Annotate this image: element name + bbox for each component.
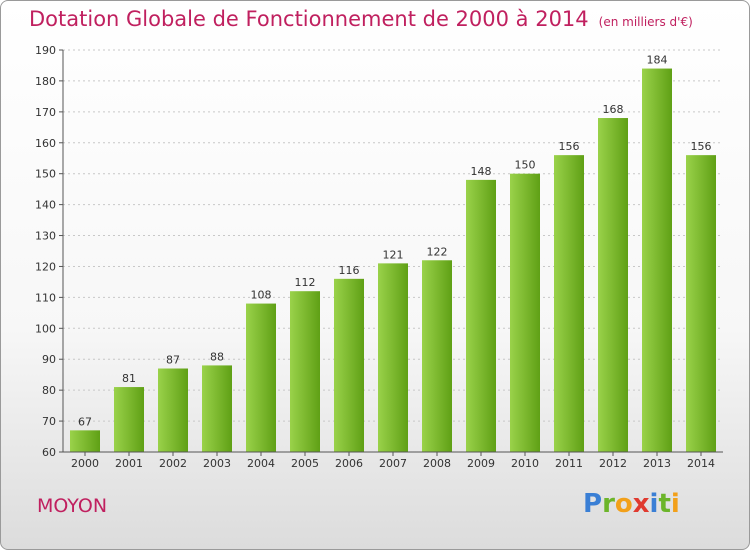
logo-letter: t <box>658 489 671 519</box>
x-tick-label-2003: 2003 <box>203 457 231 470</box>
data-label-2011: 156 <box>559 140 580 153</box>
logo-letter: i <box>649 489 659 519</box>
bar-2011 <box>554 155 584 452</box>
y-tick-label: 60 <box>42 446 56 459</box>
x-tick-label-2004: 2004 <box>247 457 275 470</box>
logo-letter: o <box>614 489 633 519</box>
y-tick-label: 120 <box>35 260 56 273</box>
logo-letter: r <box>602 489 615 519</box>
commune-name: MOYON <box>37 495 108 517</box>
labels: 60 70 80 90 100 110 120 130 140 150 160 170 180 190 67… <box>35 44 715 470</box>
bar-2005 <box>290 291 320 452</box>
y-tick-label: 150 <box>35 168 56 181</box>
data-label-2004: 108 <box>251 289 272 302</box>
x-tick-label-2007: 2007 <box>379 457 407 470</box>
bar-2006 <box>334 278 364 452</box>
bar-2013 <box>642 68 672 453</box>
y-tick-label: 190 <box>35 44 56 57</box>
bar-2000 <box>70 430 100 452</box>
data-label-2007: 121 <box>383 248 404 261</box>
data-label-2000: 67 <box>78 415 92 428</box>
x-tick-label-2001: 2001 <box>115 457 143 470</box>
x-tick-label-2010: 2010 <box>511 457 539 470</box>
y-tick-label: 140 <box>35 199 56 212</box>
y-tick-label: 90 <box>42 353 56 366</box>
x-tick-label-2012: 2012 <box>599 457 627 470</box>
chart-title: Dotation Globale de Fonctionnement de 20… <box>29 7 693 31</box>
x-tick-label-2013: 2013 <box>643 457 671 470</box>
x-tick-label-2005: 2005 <box>291 457 319 470</box>
bar-2008 <box>422 260 452 452</box>
data-label-2009: 148 <box>471 165 492 178</box>
data-label-2013: 184 <box>647 54 668 67</box>
unit-note: (en milliers d'€) <box>598 15 693 29</box>
y-tick-label: 180 <box>35 75 56 88</box>
bar-2001 <box>114 387 144 452</box>
y-tick-label: 70 <box>42 415 56 428</box>
x-tick-label-2002: 2002 <box>159 457 187 470</box>
data-label-2008: 122 <box>427 245 448 258</box>
x-tick-label-2008: 2008 <box>423 457 451 470</box>
data-label-2006: 116 <box>339 264 360 277</box>
bar-2002 <box>158 368 188 452</box>
y-tick-label: 100 <box>35 322 56 335</box>
bar-2004 <box>246 303 276 452</box>
chart-title-text: Dotation Globale de Fonctionnement de 20… <box>29 7 589 31</box>
bar-2009 <box>466 179 496 452</box>
logo-letter: i <box>670 489 680 519</box>
bar-2012 <box>598 118 628 453</box>
data-label-2005: 112 <box>295 276 316 289</box>
logo-letter: P <box>583 489 603 519</box>
data-label-2002: 87 <box>166 354 180 367</box>
y-tick-label: 160 <box>35 137 56 150</box>
bar-2007 <box>378 263 408 452</box>
y-tick-label: 110 <box>35 291 56 304</box>
logo-letter: x <box>632 489 650 519</box>
x-tick-label-2006: 2006 <box>335 457 363 470</box>
bar-2010 <box>510 173 540 452</box>
bars <box>70 68 716 453</box>
data-label-2014: 156 <box>691 140 712 153</box>
y-tick-label: 80 <box>42 384 56 397</box>
x-tick-label-2011: 2011 <box>555 457 583 470</box>
bar-2014 <box>686 155 716 452</box>
bar-2003 <box>202 365 232 452</box>
data-label-2001: 81 <box>122 372 136 385</box>
x-tick-label-2000: 2000 <box>71 457 99 470</box>
data-label-2012: 168 <box>603 103 624 116</box>
x-tick-label-2014: 2014 <box>687 457 715 470</box>
data-label-2003: 88 <box>210 350 224 363</box>
axes <box>59 49 723 456</box>
y-tick-label: 130 <box>35 230 56 243</box>
data-label-2010: 150 <box>515 159 536 172</box>
x-tick-label-2009: 2009 <box>467 457 495 470</box>
y-tick-label: 170 <box>35 106 56 119</box>
proxiti-logo: Proxiti <box>583 489 680 519</box>
